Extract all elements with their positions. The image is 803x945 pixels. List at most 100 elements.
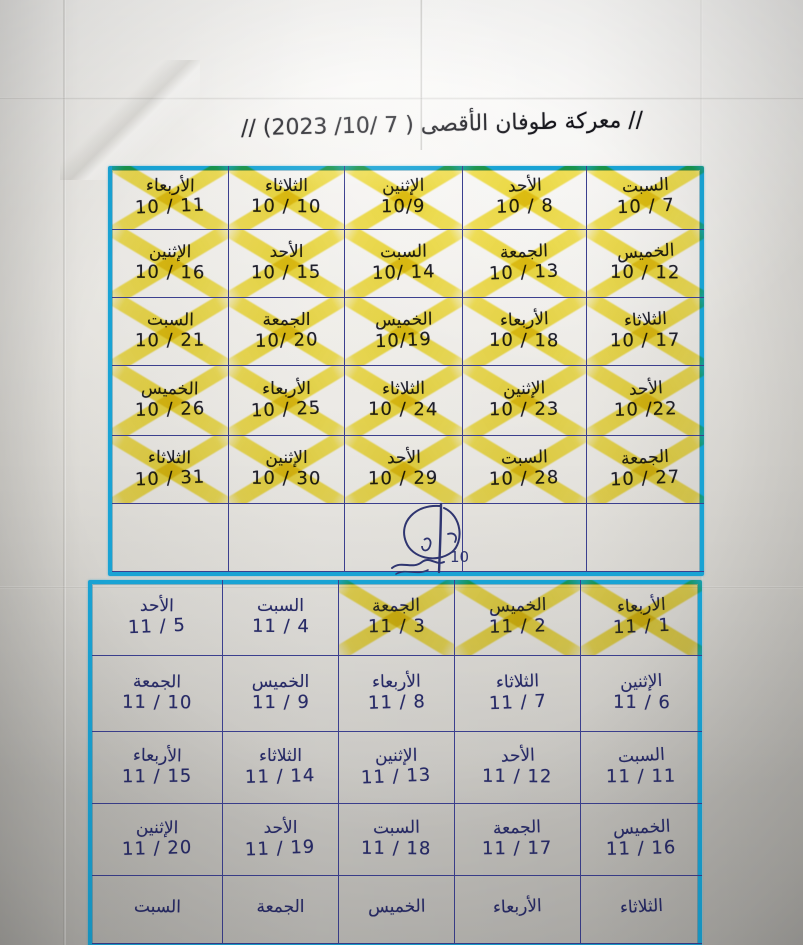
cell-weekday-label: الثلاثاء [381, 378, 426, 399]
calendar-cell-nov-3-5: الأربعاء 11 / 15 [92, 732, 222, 804]
cell-weekday-label: الجمعة [262, 309, 311, 330]
calendar-cell-nov-2-3: الأربعاء 11 / 8 [338, 656, 454, 732]
cell-weekday-label: السبت [379, 241, 428, 263]
cell-weekday-label: الأحد [269, 241, 304, 262]
cell-weekday-label: الخميس [488, 594, 547, 617]
cell-date-label: 10/ 20 [254, 329, 319, 353]
calendar-cell-oct-1-1: السبت 10 / 7 [586, 166, 704, 230]
cell-weekday-label: الأربعاء [145, 175, 195, 197]
cell-weekday-label: الخميس [367, 896, 426, 918]
cell-date-label: 10 / 10 [251, 196, 322, 218]
cell-date-label: 10 / 18 [489, 330, 560, 352]
calendar-cell-oct-5-1: الجمعة 10 / 27 [586, 436, 704, 504]
calendar-cell-oct-3-3: الخميس 10/19 [344, 298, 462, 366]
cell-date-label: 11 / 12 [482, 766, 553, 788]
cell-date-label: 11 / 13 [360, 764, 433, 789]
cell-date-label: 10 / 28 [489, 467, 560, 491]
cell-weekday-label: السبت [617, 744, 666, 767]
cell-date-label: 10 / 30 [251, 468, 322, 490]
cell-date-label: 11 / 11 [606, 766, 677, 788]
cell-weekday-label: الثلاثاء [264, 175, 309, 196]
cell-weekday-label: الأحد [500, 745, 535, 767]
cell-weekday-label: الخميس [251, 671, 310, 692]
calendar-cell-nov-4-3: السبت 11 / 18 [338, 804, 454, 876]
cell-date-label: 11 / 5 [127, 615, 187, 639]
cell-weekday-label: السبت [500, 446, 549, 469]
calendar-cell-nov-2-2: الثلاثاء 11 / 7 [454, 656, 580, 732]
calendar-cell-nov-4-4: الأحد 11 / 19 [222, 804, 338, 876]
cell-date-label: 10 / 29 [368, 468, 439, 490]
calendar-cell-oct-2-5: الإثنين 10 / 16 [112, 230, 228, 298]
cell-weekday-label: الأربعاء [499, 308, 550, 331]
calendar-cell-nov-3-1: السبت 11 / 11 [580, 732, 702, 804]
cell-weekday-label: الثلاثاء [495, 670, 540, 693]
calendar-cell-nov-1-2: الخميس 11 / 2 [454, 580, 580, 656]
october-calendar-table: السبت 10 / 7 الأحد 10 / 8 الإثنين 10/9 الثلاثا… [108, 166, 704, 576]
cell-weekday-label: الجمعة [132, 671, 182, 693]
cell-date-label: 10 / 27 [609, 466, 682, 491]
calendar-cell-nov-1-1: الأربعاء 11 / 1 [580, 580, 702, 656]
cell-weekday-label: الإثنين [382, 175, 425, 196]
cell-weekday-label: الثلاثاء [619, 895, 664, 919]
calendar-cell-nov-2-4: الخميس 11 / 9 [222, 656, 338, 732]
cell-date-label: 10 / 13 [488, 260, 561, 285]
paper-corner-fold [60, 60, 200, 180]
cell-weekday-label: الإثنين [502, 377, 546, 400]
cell-date-label: 10 / 26 [134, 398, 206, 422]
cell-weekday-label: الخميس [616, 240, 675, 264]
cell-weekday-label: الخميس [612, 816, 671, 840]
cell-weekday-label: الجمعة [372, 595, 421, 617]
calendar-cell-oct-6-2 [462, 504, 586, 572]
november-calendar-table: الأربعاء 11 / 1 الخميس 11 / 2 الجمعة 11 / 3 ال… [88, 580, 702, 945]
cell-date-label: 11 / 15 [121, 766, 193, 788]
cell-weekday-label: الأربعاء [262, 378, 311, 399]
calendar-cell-oct-4-3: الثلاثاء 10 / 24 [344, 366, 462, 436]
cell-weekday-label: الأربعاء [492, 896, 543, 918]
calendar-cell-nov-1-4: السبت 11 / 4 [222, 580, 338, 656]
cell-weekday-label: الأحد [386, 447, 421, 468]
calendar-cell-oct-4-2: الإثنين 10 / 23 [462, 366, 586, 436]
page-title: // معركة طوفان الأقصى ( 7 /10/ 2023) // [240, 107, 644, 142]
cell-date-label: 10 / 31 [134, 466, 206, 491]
cell-weekday-label: الأربعاء [616, 594, 667, 617]
calendar-cell-oct-2-3: السبت 10/ 14 [344, 230, 462, 298]
cell-date-label: 10 / 25 [250, 397, 323, 422]
cell-weekday-label: الأحد [139, 595, 175, 616]
calendar-cell-nov-4-1: الخميس 11 / 16 [580, 804, 702, 876]
calendar-cell-oct-6-3 [344, 504, 462, 572]
cell-date-label: 10/9 [381, 196, 426, 218]
cell-weekday-label: الثلاثاء [148, 447, 192, 468]
calendar-cell-nov-5-4: الجمعة [222, 876, 338, 944]
cell-weekday-label: الخميس [141, 378, 199, 400]
cell-date-label: 10 / 11 [134, 194, 206, 219]
cell-date-label: 11 / 4 [251, 616, 310, 638]
cell-date-label: 11 / 20 [121, 837, 193, 861]
cell-date-label: 11 / 17 [482, 838, 553, 860]
cell-date-label: 10 /22 [613, 398, 678, 422]
cell-date-label: 10 / 12 [610, 262, 681, 284]
calendar-cell-nov-3-4: الثلاثاء 11 / 14 [222, 732, 338, 804]
cell-date-label: 11 / 14 [245, 765, 316, 789]
cell-date-label: 10 / 7 [616, 195, 675, 219]
calendar-cell-oct-3-5: السبت 10 / 21 [112, 298, 228, 366]
cell-weekday-label: الإثنين [265, 447, 308, 468]
cell-date-label: 11 / 3 [367, 616, 426, 638]
calendar-cell-oct-1-3: الإثنين 10/9 [344, 166, 462, 230]
calendar-cell-oct-2-4: الأحد 10 / 15 [228, 230, 344, 298]
cell-weekday-label: السبت [146, 309, 194, 331]
cell-weekday-label: السبت [133, 896, 181, 918]
calendar-cell-oct-5-2: السبت 10 / 28 [462, 436, 586, 504]
cell-weekday-label: الجمعة [620, 446, 670, 469]
calendar-cell-nov-3-2: الأحد 11 / 12 [454, 732, 580, 804]
cell-date-label: 11 / 7 [488, 691, 547, 715]
cell-date-label: 11 / 6 [612, 692, 671, 714]
cell-weekday-label: السبت [257, 595, 304, 616]
cell-weekday-label: الإثنين [135, 817, 179, 838]
cell-weekday-label: السبت [621, 174, 670, 197]
cell-weekday-label: الأربعاء [132, 745, 182, 767]
cell-weekday-label: الأربعاء [371, 671, 422, 693]
calendar-cell-oct-4-1: الأحد 10 /22 [586, 366, 704, 436]
calendar-cell-nov-5-3: الخميس [338, 876, 454, 944]
cell-date-label: 11 / 8 [367, 691, 426, 715]
